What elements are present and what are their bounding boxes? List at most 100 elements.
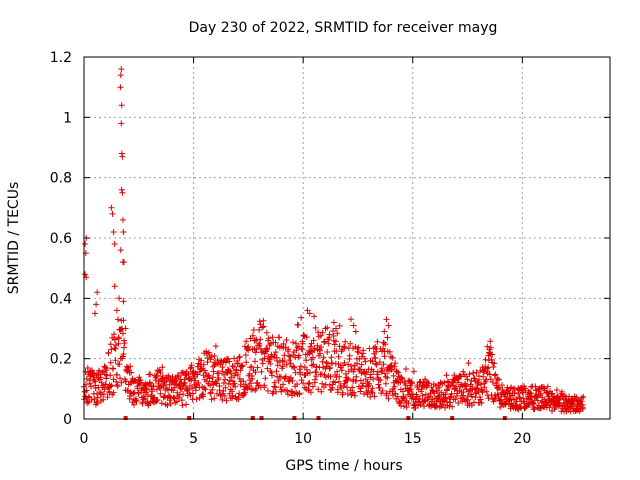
data-point — [459, 392, 466, 399]
data-point — [318, 371, 325, 378]
y-tick-label: 0.2 — [50, 352, 72, 368]
data-point — [479, 389, 486, 396]
data-point — [118, 102, 125, 109]
data-point — [119, 189, 126, 196]
data-point — [463, 382, 469, 389]
data-point — [108, 204, 115, 211]
data-point — [113, 378, 120, 385]
data-point — [376, 385, 383, 391]
data-point — [173, 377, 180, 384]
data-point — [366, 380, 373, 387]
data-point — [378, 369, 385, 376]
data-point — [291, 364, 298, 371]
data-point — [434, 388, 441, 394]
data-point — [499, 382, 505, 389]
data-point — [287, 360, 294, 367]
data-point — [573, 394, 580, 401]
data-point — [208, 353, 215, 360]
data-point — [157, 369, 164, 376]
data-point — [285, 391, 291, 398]
data-point — [277, 373, 284, 380]
data-point — [227, 368, 234, 375]
data-point — [84, 365, 91, 371]
data-point — [272, 349, 279, 356]
data-point — [297, 363, 304, 370]
data-point — [534, 397, 541, 404]
data-point — [263, 329, 270, 336]
data-point — [580, 393, 587, 400]
data-point — [421, 403, 427, 410]
data-point — [243, 338, 250, 345]
data-point — [300, 380, 307, 387]
data-point — [417, 401, 424, 408]
data-point — [495, 385, 502, 392]
data-point — [377, 377, 384, 384]
data-point — [111, 331, 117, 338]
data-point — [516, 394, 523, 401]
data-point — [413, 391, 420, 398]
data-point — [115, 334, 122, 341]
data-point — [432, 402, 439, 409]
data-point — [111, 345, 118, 352]
data-point — [392, 360, 399, 367]
data-point — [342, 370, 349, 377]
data-point — [220, 388, 227, 394]
data-point — [303, 334, 310, 341]
data-point — [389, 354, 396, 361]
data-point — [332, 338, 339, 345]
data-point — [160, 383, 167, 390]
data-point — [118, 379, 125, 386]
data-point — [133, 398, 140, 405]
data-point — [100, 391, 107, 398]
data-point — [210, 368, 217, 375]
data-point — [403, 404, 410, 411]
data-point — [107, 341, 114, 348]
data-point — [190, 390, 196, 397]
data-point — [269, 334, 276, 341]
data-point — [317, 347, 323, 354]
chart-title: Day 230 of 2022, SRMTID for receiver may… — [189, 20, 498, 36]
data-point — [342, 338, 349, 345]
data-point — [197, 366, 204, 373]
bottom-marker — [123, 416, 128, 420]
data-point — [469, 393, 475, 400]
data-point — [383, 392, 390, 399]
y-tick-label: 0.8 — [50, 171, 72, 187]
data-point — [348, 363, 355, 369]
data-point — [266, 356, 273, 363]
data-point — [464, 376, 471, 383]
data-point — [234, 371, 241, 378]
data-point — [326, 365, 333, 372]
data-point — [326, 382, 333, 389]
data-point — [101, 386, 108, 393]
data-point — [513, 402, 520, 408]
data-point — [369, 385, 376, 392]
data-point — [362, 358, 369, 365]
data-point — [200, 361, 207, 368]
data-point — [286, 357, 293, 364]
data-point — [120, 317, 127, 324]
data-point — [452, 396, 459, 403]
data-point — [486, 346, 493, 353]
data-point — [385, 395, 392, 402]
data-point — [448, 390, 455, 397]
data-point — [264, 387, 271, 394]
data-point — [400, 388, 406, 395]
data-point — [296, 391, 303, 398]
data-point — [235, 394, 242, 401]
data-point — [340, 362, 346, 369]
data-point — [314, 342, 321, 349]
data-point — [358, 361, 365, 368]
data-point — [443, 372, 450, 379]
data-point — [236, 353, 243, 360]
data-point — [319, 358, 326, 365]
data-point — [318, 344, 325, 351]
data-point — [120, 351, 127, 357]
data-point — [238, 362, 245, 369]
data-point — [330, 319, 337, 326]
data-point — [525, 400, 532, 407]
data-point — [243, 359, 250, 366]
data-point — [125, 388, 132, 394]
data-point — [341, 359, 348, 366]
